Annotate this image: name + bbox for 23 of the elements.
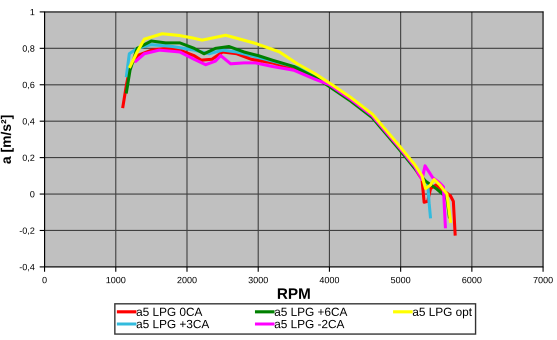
legend-label: a5 LPG opt [412,308,472,318]
y-tick-label: -0,4 [20,264,35,272]
legend-label: a5 LPG 0CA [136,308,202,316]
legend-label: a5 LPG -2CA [274,320,344,328]
y-tick-label: 0,2 [22,154,34,162]
x-tick-label: 2000 [177,276,197,284]
legend-label: a5 LPG +3CA [136,320,210,328]
x-tick-label: 7000 [533,276,553,284]
x-tick-label: 0 [42,276,47,284]
x-tick-label: 3000 [248,276,268,284]
legend-label: a5 LPG +6CA [274,308,348,316]
x-axis-title: RPM [278,288,310,299]
y-tick-label: 0 [30,191,34,198]
y-tick-label: 1 [30,8,34,16]
y-tick-label: -0,2 [20,227,34,235]
x-tick-label: 5000 [390,276,410,284]
x-tick-label: 6000 [462,276,482,284]
y-axis-title: a [m/s²] [0,115,14,164]
y-tick-label: 0,6 [22,82,34,90]
x-tick-label: 4000 [320,276,340,284]
y-tick-label: 0,4 [22,118,35,126]
y-tick-label: 0,8 [22,45,34,53]
x-tick-label: 1000 [106,276,126,284]
